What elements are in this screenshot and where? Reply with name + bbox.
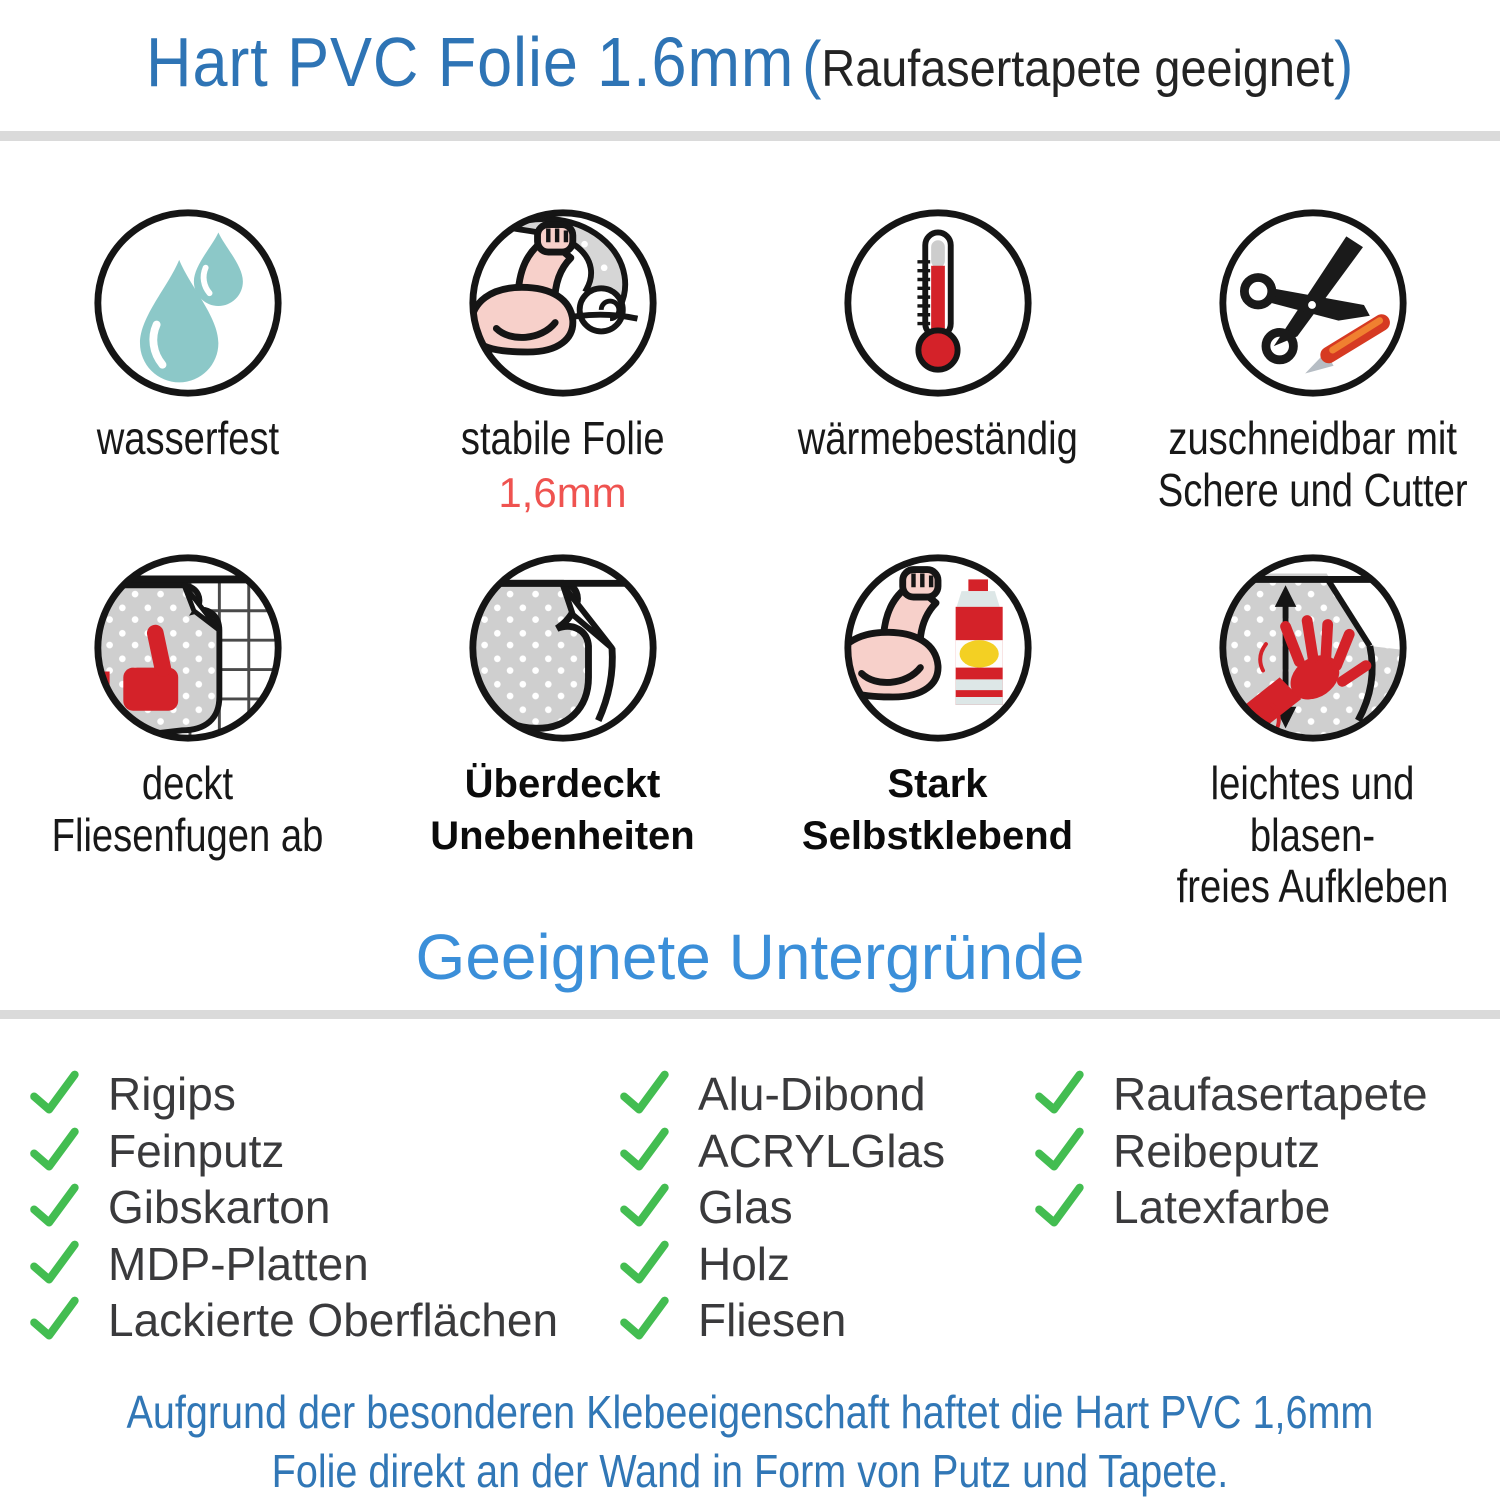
- list-item: Fliesen: [620, 1292, 1035, 1349]
- muscle-glue-icon: [840, 550, 1036, 746]
- surface-label: Feinputz: [108, 1124, 285, 1177]
- feature-covers-unevenness: Überdeckt Unebenheiten: [375, 550, 750, 895]
- feature-stable-foil: stabile Folie 1,6mm: [375, 205, 750, 550]
- list-item: Latexfarbe: [1035, 1179, 1460, 1236]
- surface-label: Glas: [698, 1181, 793, 1234]
- list-item: Holz: [620, 1236, 1035, 1293]
- feature-bubble-free: leichtes und blasen- freies Aufkleben: [1125, 550, 1500, 912]
- check-icon: [30, 1240, 82, 1287]
- list-item: Lackierte Oberflächen: [30, 1292, 620, 1349]
- check-icon: [620, 1070, 672, 1117]
- list-item: MDP-Platten: [30, 1236, 620, 1293]
- scissors-cutter-icon: [1215, 205, 1411, 401]
- surface-label: Holz: [698, 1237, 791, 1290]
- feature-waterproof: wasserfest: [0, 205, 375, 550]
- check-icon: [1035, 1183, 1087, 1230]
- paren-close: ): [1334, 28, 1354, 100]
- thermometer-icon: [840, 205, 1036, 401]
- thumb-tiles-icon: [90, 550, 286, 746]
- feature-label: wasserfest: [96, 412, 279, 464]
- page-title-subtitle: Raufasertapete geeignet: [821, 40, 1335, 98]
- foil-fold-icon: [465, 550, 661, 746]
- surface-label: Latexfarbe: [1113, 1181, 1331, 1234]
- feature-covers-tile-joints: deckt Fliesenfugen ab: [0, 550, 375, 895]
- surface-label: Lackierte Oberflächen: [108, 1294, 559, 1347]
- feature-label: zuschneidbar mit Schere und Cutter: [1157, 412, 1468, 516]
- check-icon: [620, 1296, 672, 1343]
- check-icon: [1035, 1127, 1087, 1174]
- list-item: Rigips: [30, 1066, 620, 1123]
- list-item: Raufasertapete: [1035, 1066, 1460, 1123]
- surface-label: Raufasertapete: [1113, 1068, 1428, 1121]
- check-icon: [620, 1240, 672, 1287]
- list-item: Alu-Dibond: [620, 1066, 1035, 1123]
- surface-label: Gibskarton: [108, 1181, 331, 1234]
- page-title-main: Hart PVC Folie 1.6mm: [146, 23, 795, 101]
- feature-label: deckt Fliesenfugen ab: [51, 757, 324, 861]
- feature-self-adhesive: Stark Selbstklebend: [750, 550, 1125, 895]
- list-item: ACRYLGlas: [620, 1123, 1035, 1180]
- feature-label: wärmebeständig: [797, 412, 1078, 464]
- feature-label: Überdeckt Unebenheiten: [430, 762, 695, 858]
- surface-label: MDP-Platten: [108, 1237, 369, 1290]
- section-title: Geeignete Untergründe: [415, 921, 1085, 993]
- header: Hart PVC Folie 1.6mm (Raufasertapete gee…: [0, 22, 1500, 102]
- surfaces-column-2: Alu-Dibond ACRYLGlas Glas Holz Fliesen: [620, 1066, 1035, 1349]
- list-item: Glas: [620, 1179, 1035, 1236]
- check-icon: [30, 1070, 82, 1117]
- muscle-foil-icon: [465, 205, 661, 401]
- check-icon: [1035, 1070, 1087, 1117]
- feature-label: stabile Folie: [460, 412, 665, 464]
- check-icon: [30, 1183, 82, 1230]
- footer-note-text: Aufgrund der besonderen Klebeeigenschaft…: [126, 1386, 1374, 1497]
- surface-label: Alu-Dibond: [698, 1068, 926, 1121]
- check-icon: [30, 1296, 82, 1343]
- list-item: Gibskarton: [30, 1179, 620, 1236]
- check-icon: [30, 1127, 82, 1174]
- list-item: Feinputz: [30, 1123, 620, 1180]
- list-item: Reibeputz: [1035, 1123, 1460, 1180]
- divider-top: [0, 131, 1500, 141]
- page-title: Hart PVC Folie 1.6mm (Raufasertapete gee…: [0, 22, 1500, 102]
- surfaces-lists: Rigips Feinputz Gibskarton MDP-Platten L…: [30, 1066, 1460, 1349]
- feature-heat-resistant: wärmebeständig: [750, 205, 1125, 550]
- hand-smooth-icon: [1215, 550, 1411, 746]
- feature-cuttable: zuschneidbar mit Schere und Cutter: [1125, 205, 1500, 550]
- footer-note: Aufgrund der besonderen Klebeeigenschaft…: [0, 1383, 1500, 1501]
- check-icon: [620, 1127, 672, 1174]
- paren-open: (: [802, 28, 822, 100]
- feature-thickness: 1,6mm: [498, 468, 627, 516]
- check-icon: [620, 1183, 672, 1230]
- surface-label: ACRYLGlas: [698, 1124, 946, 1177]
- feature-label: leichtes und blasen- freies Aufkleben: [1176, 757, 1449, 913]
- surfaces-column-1: Rigips Feinputz Gibskarton MDP-Platten L…: [30, 1066, 620, 1349]
- features-grid: wasserfest stabi: [0, 205, 1500, 912]
- feature-label: Stark Selbstklebend: [801, 762, 1074, 858]
- surface-label: Fliesen: [698, 1294, 847, 1347]
- surfaces-column-3: Raufasertapete Reibeputz Latexfarbe: [1035, 1066, 1460, 1349]
- water-drops-icon: [90, 205, 286, 401]
- surface-label: Rigips: [108, 1068, 236, 1121]
- surface-label: Reibeputz: [1113, 1124, 1321, 1177]
- divider-middle: [0, 1010, 1500, 1019]
